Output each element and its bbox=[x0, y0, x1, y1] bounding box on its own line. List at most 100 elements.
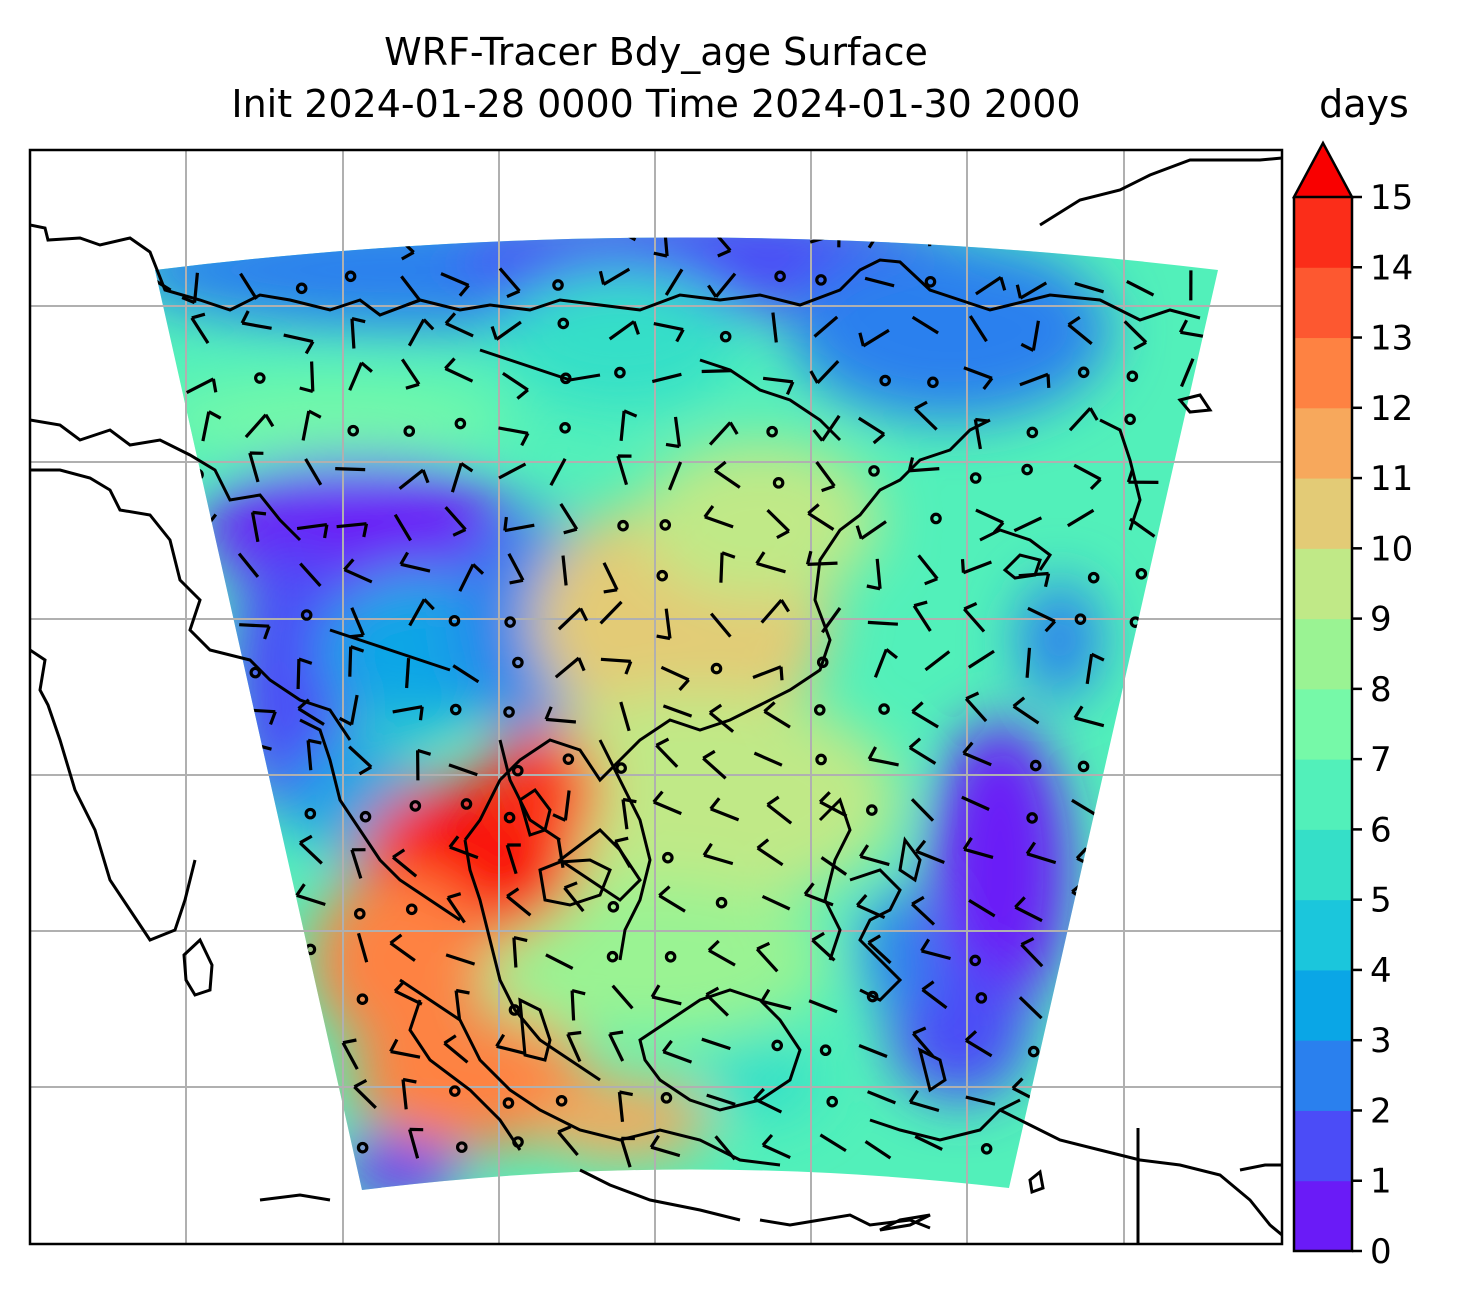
calm-wind-marker bbox=[502, 1097, 515, 1109]
calm-wind-marker bbox=[1126, 370, 1139, 383]
wind-barb bbox=[616, 454, 632, 486]
wind-barb bbox=[185, 377, 218, 395]
calm-wind-marker bbox=[449, 1085, 461, 1097]
wind-barb bbox=[549, 458, 567, 487]
wind-barb bbox=[544, 706, 577, 724]
wind-barb bbox=[348, 361, 373, 391]
calm-wind-marker bbox=[975, 992, 988, 1004]
wind-barb bbox=[962, 601, 986, 633]
wind-barb bbox=[962, 741, 992, 767]
wind-barb bbox=[1067, 315, 1093, 346]
calm-wind-marker bbox=[816, 656, 829, 669]
wind-barb bbox=[813, 315, 839, 338]
wind-barb bbox=[190, 312, 210, 344]
wind-barb bbox=[708, 703, 735, 733]
wind-barb bbox=[505, 843, 521, 875]
wind-barb bbox=[962, 837, 994, 859]
colorbar-tick-label: 2 bbox=[1370, 1091, 1392, 1131]
calm-wind-marker bbox=[1029, 759, 1042, 772]
wind-barb bbox=[598, 267, 631, 286]
wind-barb bbox=[702, 749, 727, 780]
wind-barb bbox=[658, 885, 686, 913]
calm-wind-marker bbox=[866, 990, 879, 1003]
calm-wind-marker bbox=[1026, 426, 1039, 439]
calm-wind-marker bbox=[1021, 463, 1033, 476]
calm-wind-marker bbox=[813, 704, 826, 716]
wind-barb bbox=[968, 315, 988, 343]
colorbar-segment bbox=[1294, 759, 1352, 830]
calm-wind-marker bbox=[1124, 413, 1136, 426]
wind-barb bbox=[864, 1140, 892, 1160]
calm-wind-marker bbox=[924, 275, 937, 288]
wind-barb bbox=[512, 935, 528, 968]
wind-barb bbox=[1068, 407, 1099, 432]
wind-barb bbox=[446, 892, 466, 924]
colorbar-tick-label: 7 bbox=[1370, 740, 1392, 780]
calm-wind-marker bbox=[409, 800, 422, 812]
colorbar-tick-label: 11 bbox=[1370, 459, 1413, 499]
wind-barb bbox=[237, 552, 260, 578]
calm-wind-marker bbox=[819, 1044, 832, 1057]
colorbar-segment bbox=[1294, 267, 1352, 339]
wind-barb bbox=[763, 701, 791, 729]
colorbar-segment bbox=[1294, 407, 1352, 479]
wind-barb bbox=[398, 468, 430, 490]
colorbar-tick-label: 6 bbox=[1370, 810, 1392, 850]
wind-barb bbox=[400, 275, 421, 307]
wind-barb bbox=[393, 980, 423, 1006]
wind-barb bbox=[1018, 996, 1043, 1020]
wind-barb bbox=[1123, 320, 1148, 351]
calm-wind-marker bbox=[249, 666, 262, 679]
calm-wind-marker bbox=[656, 569, 669, 582]
wind-barb bbox=[240, 310, 272, 330]
calm-wind-marker bbox=[771, 1039, 784, 1052]
wind-barb bbox=[306, 738, 322, 771]
wind-barb bbox=[1019, 372, 1051, 388]
colorbar-segment bbox=[1294, 548, 1352, 620]
colorbar-segment bbox=[1294, 618, 1352, 690]
wind-barb bbox=[908, 737, 937, 765]
wind-barb bbox=[393, 513, 412, 542]
calm-wind-marker bbox=[660, 1092, 673, 1104]
wind-barb bbox=[283, 333, 315, 355]
calm-wind-marker bbox=[347, 424, 360, 437]
calm-wind-marker bbox=[710, 662, 723, 675]
wind-barb bbox=[619, 409, 638, 441]
colorbar-segment bbox=[1294, 478, 1352, 549]
map-subtitle: Init 2024-01-28 0000 Time 2024-01-30 200… bbox=[231, 82, 1081, 126]
wind-barb bbox=[719, 551, 736, 583]
colorbar-tick-label: 13 bbox=[1370, 319, 1413, 359]
wind-barb bbox=[617, 1090, 634, 1122]
wind-barb bbox=[1012, 696, 1040, 725]
wind-barb bbox=[566, 1030, 582, 1063]
wind-barb bbox=[502, 371, 529, 400]
wind-barb bbox=[864, 276, 895, 288]
wind-barb bbox=[766, 795, 793, 825]
wind-barb bbox=[975, 508, 1005, 534]
calm-wind-marker bbox=[1027, 1045, 1040, 1058]
wind-barb bbox=[408, 1127, 424, 1159]
wind-barb bbox=[570, 988, 586, 1021]
calm-wind-marker bbox=[304, 807, 317, 820]
calm-wind-marker bbox=[557, 317, 570, 330]
wind-barb bbox=[914, 1134, 943, 1151]
wind-barb bbox=[443, 1034, 469, 1064]
wind-barb bbox=[911, 701, 939, 729]
wind-barb bbox=[701, 1037, 731, 1051]
wind-barb bbox=[401, 1077, 417, 1110]
wind-barb bbox=[803, 882, 834, 907]
wind-barb bbox=[818, 791, 848, 818]
wind-barb bbox=[1129, 517, 1156, 538]
calm-wind-marker bbox=[615, 762, 627, 774]
wind-barb bbox=[1071, 798, 1099, 818]
wind-barb bbox=[1025, 841, 1057, 865]
wind-barb bbox=[545, 953, 574, 970]
wind-barb bbox=[753, 751, 783, 767]
calm-wind-marker bbox=[878, 703, 890, 715]
colorbar-tick-label: 1 bbox=[1370, 1162, 1392, 1202]
wind-barb bbox=[924, 650, 951, 672]
wind-barb bbox=[701, 369, 732, 374]
wind-barb bbox=[655, 737, 679, 768]
calm-wind-marker bbox=[866, 804, 878, 816]
